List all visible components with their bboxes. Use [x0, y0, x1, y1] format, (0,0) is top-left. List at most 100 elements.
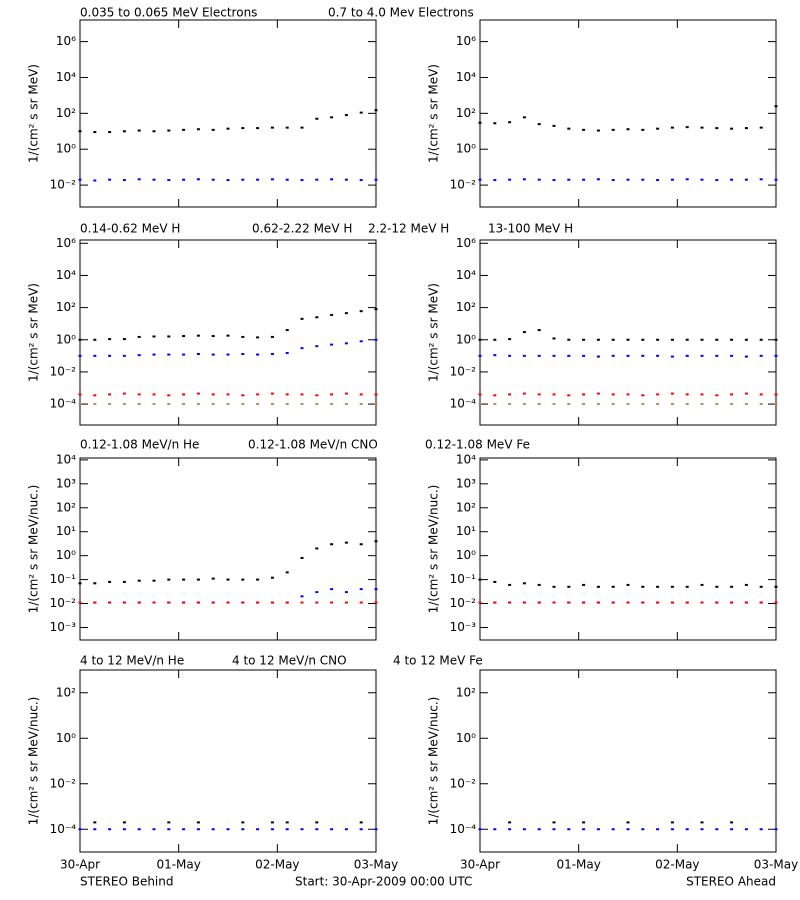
data-point — [508, 601, 512, 604]
data-point — [93, 394, 97, 397]
data-point — [78, 393, 82, 396]
data-point — [196, 578, 200, 581]
data-point — [611, 179, 615, 182]
data-point — [330, 601, 334, 604]
plot-frame — [79, 669, 377, 853]
data-point — [315, 178, 319, 181]
data-point — [596, 129, 600, 132]
data-point — [167, 828, 171, 831]
data-point — [108, 580, 112, 583]
data-point — [537, 354, 541, 357]
data-point — [285, 828, 289, 831]
data-point — [730, 828, 734, 831]
data-point — [182, 601, 186, 604]
data-point — [270, 392, 274, 395]
legend-label: 0.62-2.22 MeV H — [252, 222, 352, 236]
data-point — [567, 178, 571, 181]
y-tick-label: 10⁻³ — [450, 620, 477, 634]
y-tick-label: 10⁻⁴ — [50, 822, 77, 836]
data-point — [211, 178, 215, 181]
data-point — [611, 601, 615, 604]
data-point — [241, 127, 245, 130]
x-tick-label: 03-May — [354, 858, 398, 872]
data-point — [359, 111, 363, 114]
data-point — [137, 828, 141, 831]
data-point — [493, 394, 497, 397]
data-point — [656, 585, 660, 588]
data-point — [567, 828, 571, 831]
y-tick-label: 10⁶ — [456, 34, 476, 48]
data-point — [196, 828, 200, 831]
data-point — [552, 337, 556, 340]
data-point — [285, 571, 289, 574]
data-point — [730, 178, 734, 181]
data-point — [774, 393, 778, 396]
data-point — [137, 335, 141, 338]
data-point — [744, 583, 748, 586]
data-point — [567, 394, 571, 397]
data-point — [270, 601, 274, 604]
data-point — [241, 335, 245, 338]
data-point — [641, 394, 645, 397]
data-point — [670, 178, 674, 181]
x-tick-label: 02-May — [655, 858, 699, 872]
data-point — [522, 828, 526, 831]
data-point — [537, 393, 541, 396]
data-point — [656, 393, 660, 396]
y-tick-label: 10⁻² — [50, 178, 77, 192]
data-point — [211, 128, 215, 131]
data-point — [744, 338, 748, 341]
data-point — [108, 178, 112, 181]
data-point — [611, 393, 615, 396]
data-point — [552, 828, 556, 831]
data-point — [656, 179, 660, 182]
data-point — [744, 178, 748, 181]
data-point — [182, 353, 186, 356]
data-point — [567, 403, 571, 406]
data-point — [522, 403, 526, 406]
data-point — [241, 601, 245, 604]
data-point — [759, 828, 763, 831]
data-point — [715, 403, 719, 406]
y-tick-label: 10⁰ — [456, 142, 476, 156]
data-point — [359, 588, 363, 591]
data-point — [374, 601, 378, 604]
data-point — [137, 129, 141, 132]
data-point — [226, 601, 230, 604]
data-point — [241, 578, 245, 581]
data-point — [596, 355, 600, 358]
data-point — [78, 354, 82, 357]
x-tick-label: 01-May — [156, 858, 200, 872]
data-point — [78, 403, 82, 406]
data-point — [596, 403, 600, 406]
data-point — [359, 393, 363, 396]
y-tick-label: 10⁰ — [56, 731, 76, 745]
data-point — [211, 601, 215, 604]
data-point — [256, 336, 260, 339]
x-tick-label: 30-Apr — [60, 858, 100, 872]
data-point — [656, 828, 660, 831]
data-point — [152, 403, 156, 406]
data-point — [685, 601, 689, 604]
data-point — [241, 178, 245, 181]
data-point — [537, 178, 541, 181]
data-point — [759, 601, 763, 604]
data-point — [285, 329, 289, 332]
data-point — [137, 403, 141, 406]
data-point — [270, 353, 274, 356]
data-point — [537, 123, 541, 126]
data-point — [611, 403, 615, 406]
data-point — [656, 601, 660, 604]
data-point — [685, 393, 689, 396]
data-point — [196, 403, 200, 406]
data-point — [167, 578, 171, 581]
data-point — [300, 403, 304, 406]
data-point — [211, 353, 215, 356]
data-point — [493, 828, 497, 831]
data-point — [374, 588, 378, 591]
data-point — [167, 403, 171, 406]
data-point — [122, 821, 126, 824]
data-point — [493, 403, 497, 406]
